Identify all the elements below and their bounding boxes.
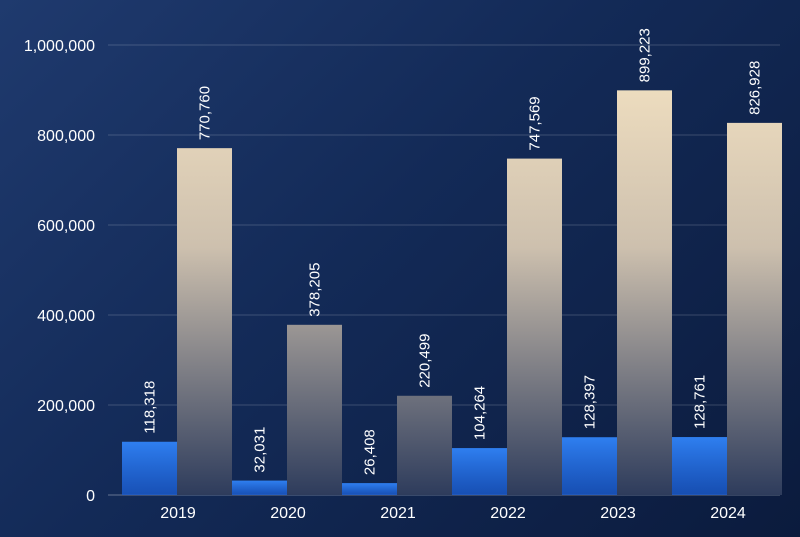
bar-blue-2024: [672, 437, 727, 495]
y-tick-label: 800,000: [37, 128, 95, 145]
y-tick-label: 200,000: [37, 398, 95, 415]
data-label: 747,569: [527, 96, 544, 150]
bar-blue-2023: [562, 437, 617, 495]
bar-cream-2023: [617, 90, 672, 496]
bar-blue-2022: [452, 448, 507, 495]
x-tick-label: 2023: [600, 505, 636, 522]
bar-cream-2019: [177, 148, 232, 495]
data-label: 32,031: [252, 427, 269, 473]
data-label: 128,761: [692, 375, 709, 429]
data-label: 26,408: [362, 429, 379, 475]
bar-cream-2024: [727, 122, 782, 496]
bar-cream-2021: [397, 395, 452, 495]
data-label: 118,318: [142, 381, 159, 434]
data-label: 220,499: [417, 334, 434, 388]
x-tick-label: 2024: [710, 505, 746, 522]
bar-blue-2019: [122, 441, 177, 495]
y-tick-label: 600,000: [37, 218, 95, 235]
x-tick-label: 2021: [380, 505, 416, 522]
bar-blue-2021: [342, 483, 397, 495]
bar-blue-2020: [232, 480, 287, 495]
data-label: 770,760: [197, 86, 214, 140]
bars: [122, 90, 782, 496]
bar-cream-2022: [507, 158, 562, 496]
x-tick-label: 2022: [490, 505, 526, 522]
labels: 0 200,000 400,000 600,000 800,000 1,000,000 11…: [24, 28, 764, 522]
data-label: 826,928: [747, 61, 764, 115]
x-tick-label: 2020: [270, 505, 306, 522]
bar-cream-2020: [287, 324, 342, 495]
data-label: 104,264: [472, 386, 489, 440]
data-label: 899,223: [637, 28, 654, 82]
data-label: 128,397: [582, 375, 599, 429]
data-label: 378,205: [307, 263, 324, 317]
y-tick-label: 1,000,000: [24, 38, 95, 55]
y-tick-label: 0: [86, 488, 95, 505]
x-tick-label: 2019: [160, 505, 196, 522]
y-tick-label: 400,000: [37, 308, 95, 325]
